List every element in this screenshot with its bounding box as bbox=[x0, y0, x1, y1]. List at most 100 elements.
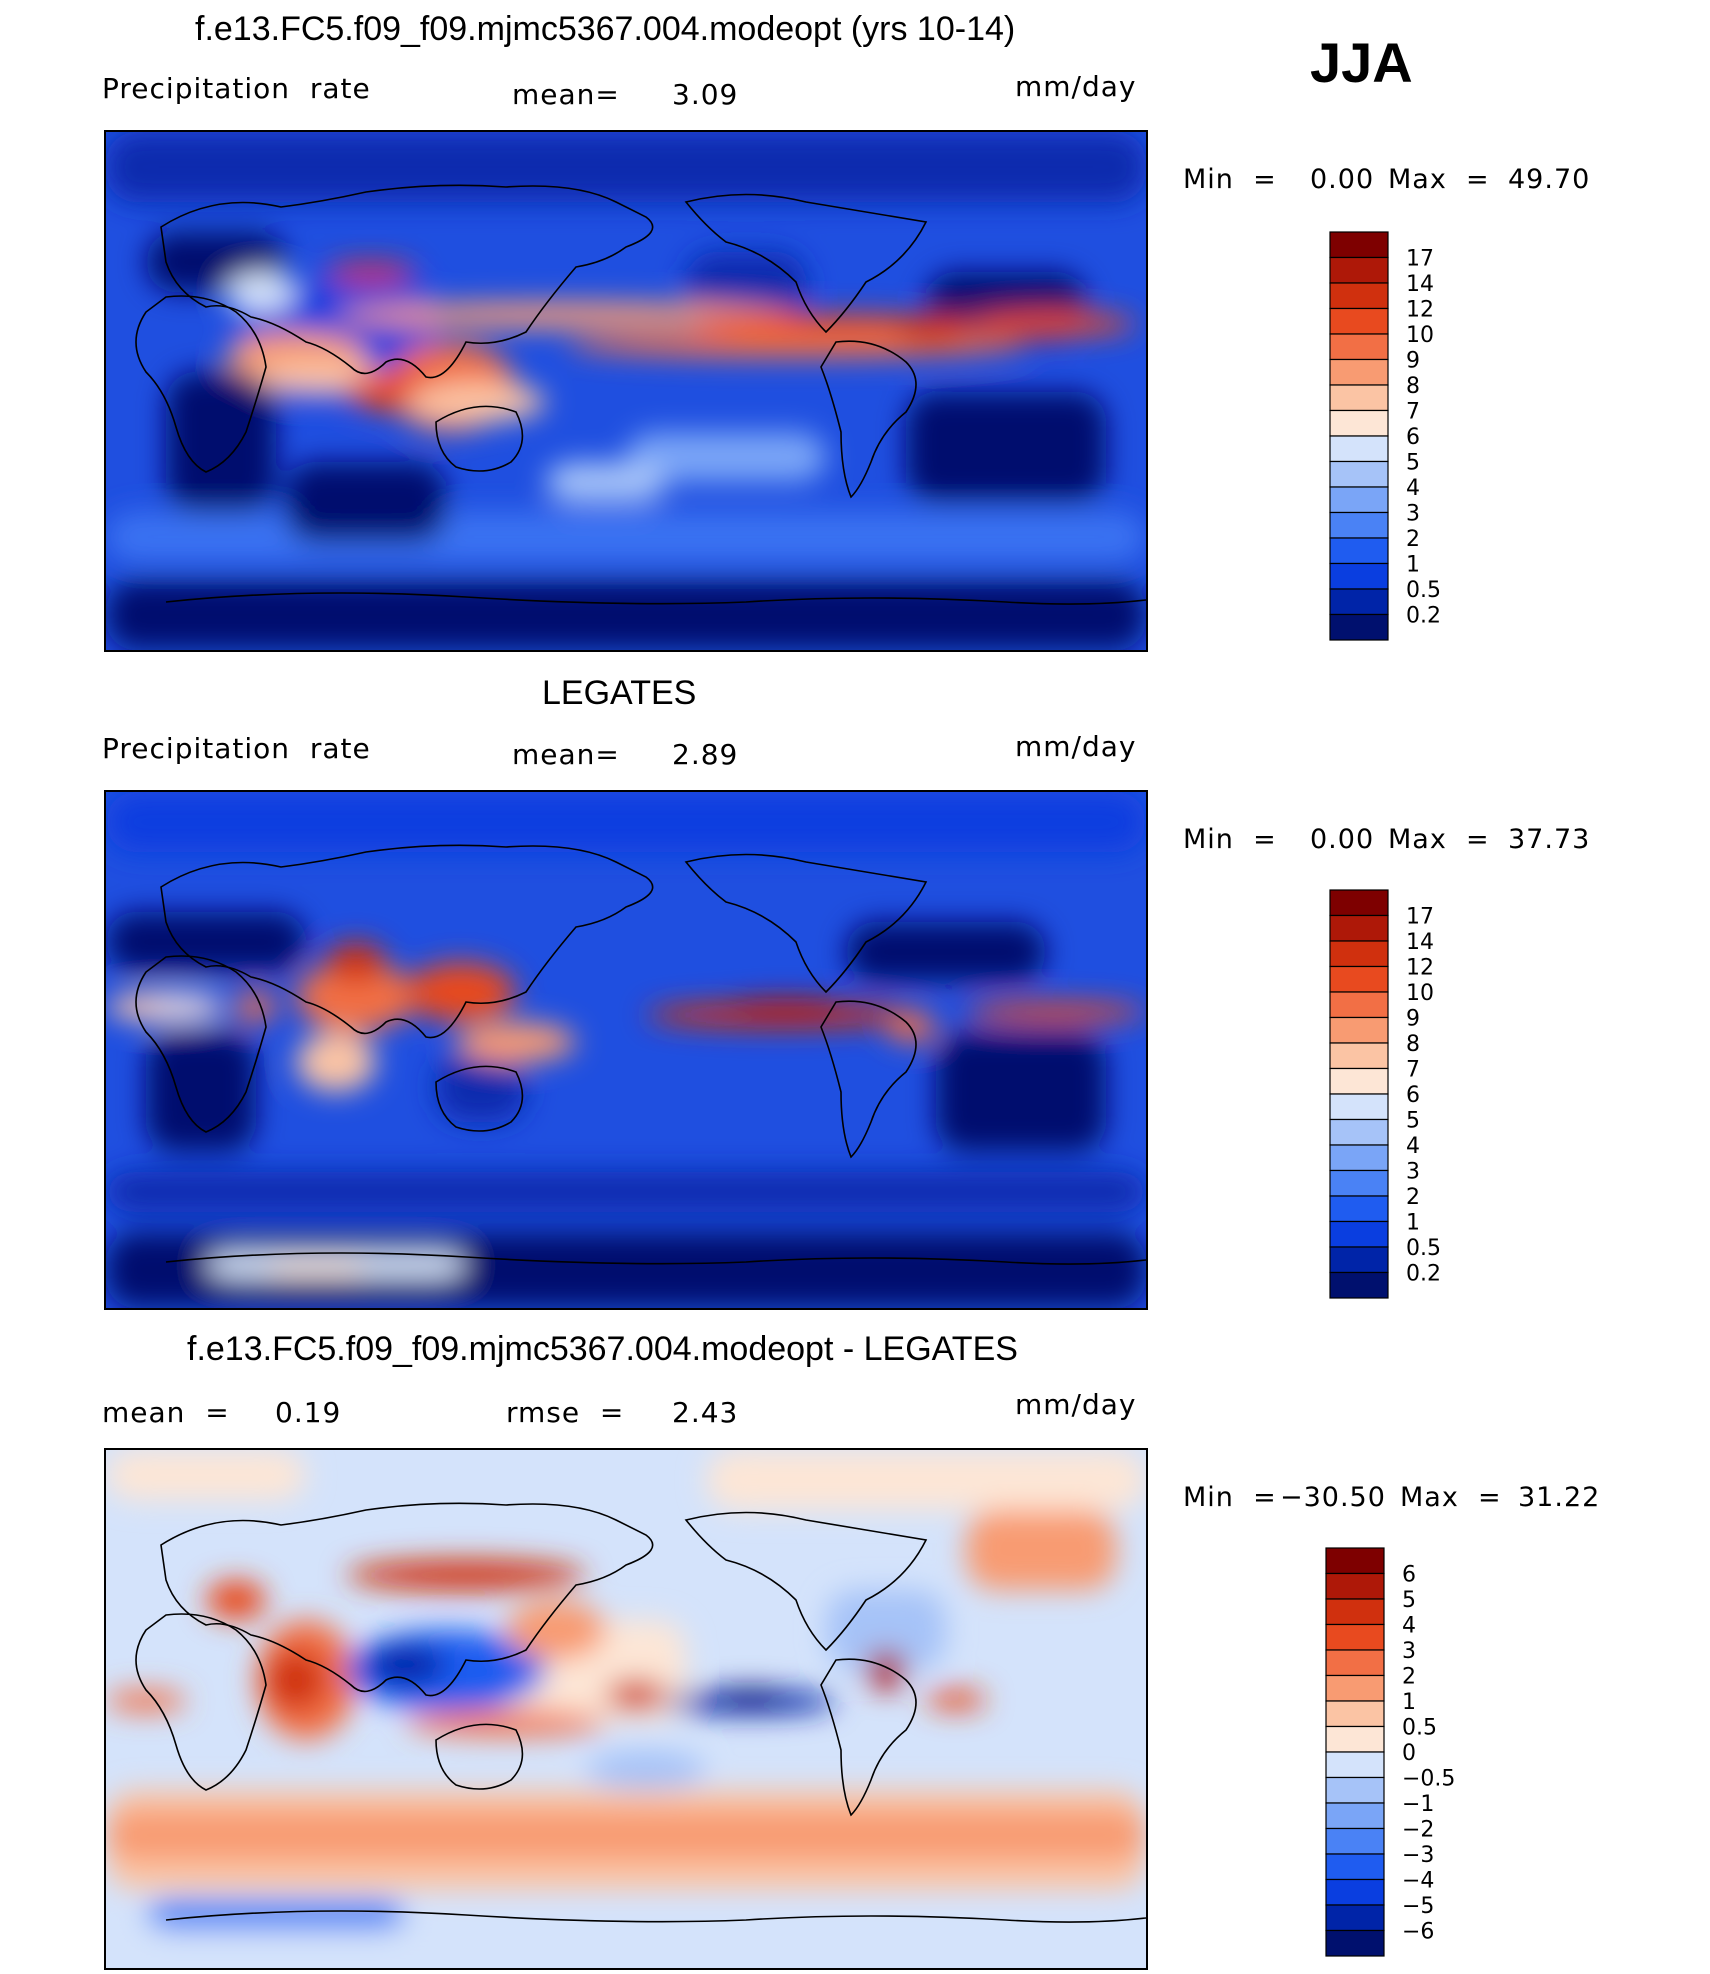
coastline bbox=[135, 295, 267, 473]
colorbar-tick-label: 5 bbox=[1406, 451, 1420, 476]
colorbar-tick-label: 8 bbox=[1406, 1032, 1420, 1057]
panel-2-mean-label: mean= bbox=[512, 738, 620, 771]
colorbar-tick-label: 8 bbox=[1406, 374, 1420, 399]
season-label: JJA bbox=[1310, 31, 1413, 94]
colorbar-tick-label: 1 bbox=[1402, 1690, 1416, 1715]
colorbar-box bbox=[1329, 486, 1389, 514]
coastline bbox=[684, 1511, 928, 1652]
colorbar-tick-label: −4 bbox=[1402, 1869, 1434, 1894]
colorbar-box bbox=[1329, 307, 1389, 335]
colorbar-box bbox=[1329, 435, 1389, 463]
panel-1-map-field bbox=[106, 132, 1146, 650]
colorbar-box bbox=[1325, 1572, 1385, 1600]
coastline bbox=[160, 844, 654, 1039]
colorbar-box bbox=[1329, 889, 1389, 917]
colorbar-box bbox=[1329, 1144, 1389, 1172]
colorbar-tick-label: 12 bbox=[1406, 298, 1434, 323]
panel-1-title: f.e13.FC5.f09_f09.mjmc5367.004.modeopt (… bbox=[195, 10, 1016, 48]
colorbar-box bbox=[1329, 1093, 1389, 1121]
colorbar-box bbox=[1329, 282, 1389, 310]
colorbar-box bbox=[1329, 384, 1389, 412]
colorbar-tick-label: 14 bbox=[1406, 930, 1434, 955]
colorbar-tick-label: 2 bbox=[1406, 1185, 1420, 1210]
panel-3-map-field bbox=[106, 1450, 1146, 1968]
panel-3-min-label: Min = bbox=[1183, 1482, 1277, 1513]
panel-2-map-field bbox=[106, 792, 1146, 1308]
panel-3-mean-label: mean = bbox=[102, 1396, 230, 1429]
colorbar-box bbox=[1325, 1674, 1385, 1702]
panel-3-rmse-value: 2.43 bbox=[672, 1396, 739, 1429]
colorbar-box bbox=[1329, 914, 1389, 942]
colorbar-box bbox=[1325, 1725, 1385, 1753]
colorbar-tick-label: 0.5 bbox=[1406, 1236, 1441, 1261]
coastline bbox=[820, 340, 917, 499]
colorbar-tick-label: 2 bbox=[1402, 1665, 1416, 1690]
colorbar-tick-label: 3 bbox=[1406, 502, 1420, 527]
panel-1-max-value: 49.70 bbox=[1508, 164, 1591, 195]
panel-2-title: LEGATES bbox=[542, 674, 697, 712]
panel-3-max-value: 31.22 bbox=[1518, 1482, 1601, 1513]
colorbar-box bbox=[1325, 1904, 1385, 1932]
colorbar-box bbox=[1325, 1547, 1385, 1575]
panel-1-map bbox=[104, 130, 1148, 652]
colorbar-tick-label: 14 bbox=[1406, 272, 1434, 297]
colorbar-box bbox=[1329, 940, 1389, 968]
colorbar-box bbox=[1325, 1776, 1385, 1804]
coastline bbox=[684, 853, 928, 994]
colorbar-box bbox=[1329, 537, 1389, 565]
colorbar-tick-label: 9 bbox=[1406, 1007, 1420, 1032]
colorbar-tick-label: 0.2 bbox=[1406, 1262, 1441, 1287]
colorbar-tick-label: 1 bbox=[1406, 553, 1420, 578]
panel-1-variable-label: Precipitation rate bbox=[102, 72, 371, 105]
coastline bbox=[135, 1613, 267, 1791]
panel-1-mean-value: 3.09 bbox=[672, 78, 739, 111]
colorbar-tick-label: 1 bbox=[1406, 1211, 1420, 1236]
colorbar-tick-label: 17 bbox=[1406, 247, 1434, 272]
colorbar-tick-label: 5 bbox=[1402, 1588, 1416, 1613]
panel-2-max-value: 37.73 bbox=[1508, 824, 1591, 855]
colorbar-tick-label: 0.2 bbox=[1406, 604, 1441, 629]
colorbar-box bbox=[1329, 460, 1389, 488]
colorbar-tick-label: 9 bbox=[1406, 349, 1420, 374]
panel-2-min-label: Min = bbox=[1183, 824, 1277, 855]
colorbar-box bbox=[1329, 562, 1389, 590]
colorbar-tick-label: 6 bbox=[1406, 425, 1420, 450]
colorbar-box bbox=[1329, 613, 1389, 641]
colorbar-box bbox=[1325, 1623, 1385, 1651]
colorbar-tick-label: 12 bbox=[1406, 956, 1434, 981]
coastline bbox=[160, 1502, 654, 1697]
panel-3-units: mm/day bbox=[1015, 1388, 1137, 1421]
colorbar-box bbox=[1329, 409, 1389, 437]
colorbar-box bbox=[1325, 1878, 1385, 1906]
colorbar-tick-label: 4 bbox=[1402, 1614, 1416, 1639]
colorbar-tick-label: 7 bbox=[1406, 400, 1420, 425]
panel-2-min-value: 0.00 bbox=[1310, 824, 1375, 855]
coastline bbox=[435, 1723, 524, 1790]
coastline bbox=[165, 592, 1146, 605]
coastline bbox=[435, 1065, 524, 1132]
colorbar-box bbox=[1329, 1118, 1389, 1146]
colorbar-box bbox=[1329, 588, 1389, 616]
colorbar-box bbox=[1329, 1220, 1389, 1248]
panel-1-units: mm/day bbox=[1015, 70, 1137, 103]
colorbar-tick-label: −2 bbox=[1402, 1818, 1434, 1843]
coastline bbox=[435, 405, 524, 472]
colorbar-box bbox=[1325, 1929, 1385, 1957]
coastline bbox=[820, 1658, 917, 1817]
colorbar-box bbox=[1329, 1169, 1389, 1197]
coastline bbox=[165, 1252, 1146, 1265]
colorbar-box bbox=[1329, 1016, 1389, 1044]
panel-1-max-label: Max = bbox=[1388, 164, 1490, 195]
colorbar-tick-label: −1 bbox=[1402, 1792, 1434, 1817]
panel-3-max-label: Max = bbox=[1400, 1482, 1502, 1513]
colorbar-tick-label: 0.5 bbox=[1402, 1716, 1437, 1741]
colorbar-box bbox=[1329, 256, 1389, 284]
colorbar-tick-label: 17 bbox=[1406, 905, 1434, 930]
panel-3-mean-value: 0.19 bbox=[275, 1396, 342, 1429]
coastline bbox=[820, 1000, 917, 1159]
colorbar-box bbox=[1329, 358, 1389, 386]
colorbar-box bbox=[1325, 1598, 1385, 1626]
colorbar-box bbox=[1329, 1195, 1389, 1223]
colorbar-box bbox=[1329, 1246, 1389, 1274]
colorbar-tick-label: 6 bbox=[1406, 1083, 1420, 1108]
